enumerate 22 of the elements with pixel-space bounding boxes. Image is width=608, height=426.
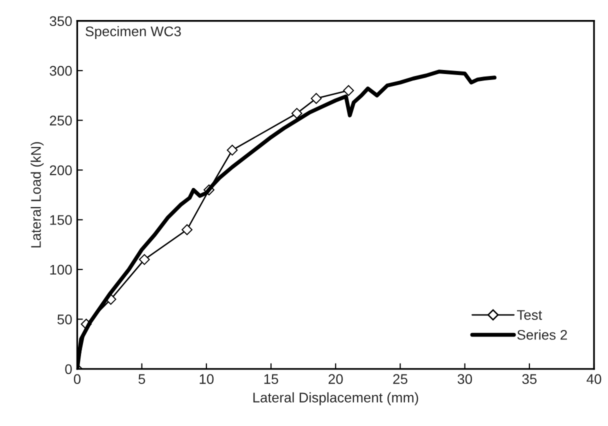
- x-tick-label: 5: [138, 374, 146, 384]
- x-tick-label: 40: [586, 374, 602, 384]
- legend-label: Test: [516, 310, 542, 320]
- y-tick-label: 200: [50, 165, 72, 176]
- y-axis-title: Lateral Load (kN): [30, 142, 44, 248]
- legend-label: Series 2: [517, 330, 567, 340]
- x-tick-label: 20: [328, 374, 343, 384]
- y-tick-label: 50: [57, 314, 72, 324]
- y-tick-label: 100: [50, 264, 72, 275]
- x-tick-label: 30: [458, 374, 472, 384]
- y-tick-label: 0: [65, 364, 72, 374]
- x-tick-label: 15: [264, 374, 278, 384]
- x-tick-label: 0: [74, 374, 81, 384]
- x-tick-label: 35: [522, 374, 537, 384]
- y-tick-label: 150: [50, 215, 72, 225]
- annotation: Specimen WC3: [86, 26, 181, 40]
- y-tick-label: 350: [50, 16, 72, 26]
- x-axis-title: Lateral Displacement (mm): [253, 392, 418, 406]
- x-tick-label: 10: [200, 374, 214, 384]
- x-tick-label: 25: [393, 374, 408, 384]
- y-tick-label: 300: [50, 66, 72, 76]
- y-tick-label: 250: [50, 116, 72, 126]
